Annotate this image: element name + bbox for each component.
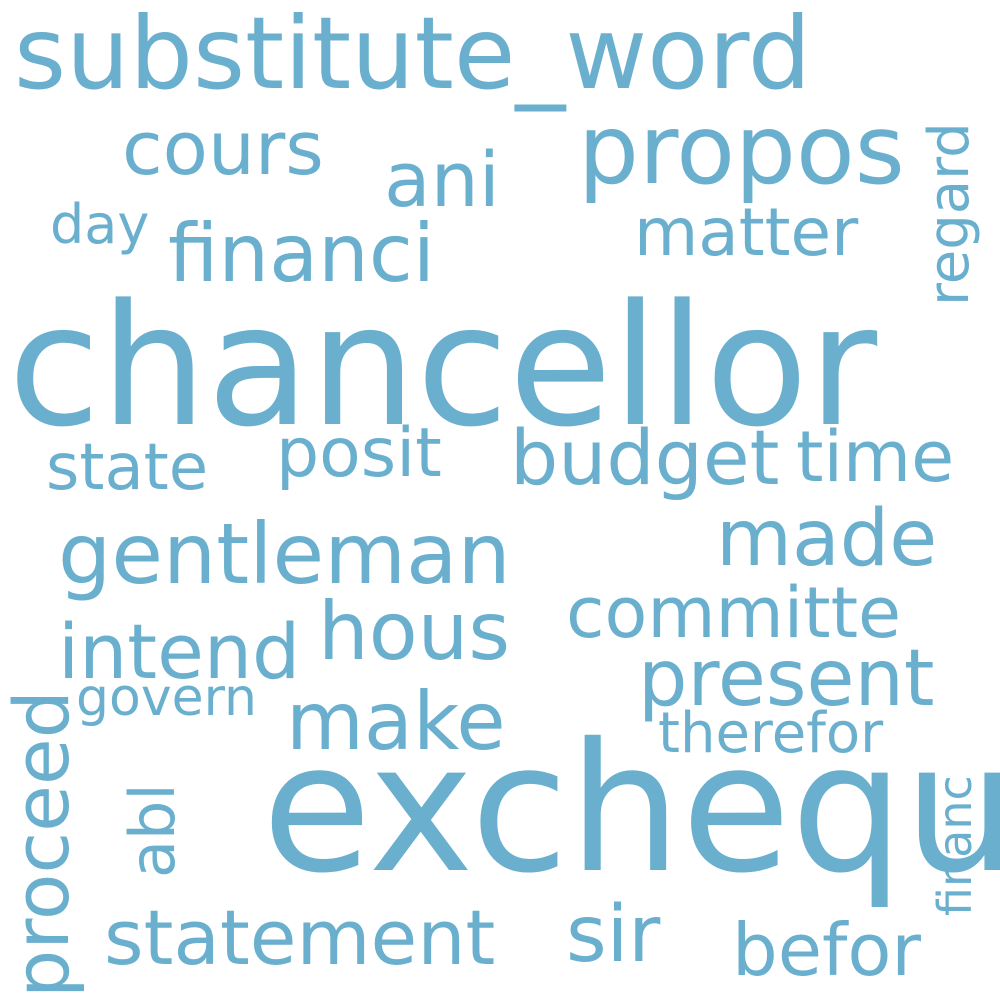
word-day: day (50, 193, 150, 256)
word-posit: posit (276, 414, 442, 493)
word-regard: regard (917, 122, 982, 306)
word-state: state (46, 431, 209, 505)
word-propos: propos (578, 94, 905, 206)
word-cours: cours (122, 106, 324, 192)
word-intend: intend (58, 607, 301, 696)
word-hous: hous (318, 585, 511, 678)
word-statement: statement (104, 893, 496, 982)
word-proceed: proceed (0, 690, 86, 998)
word-financi: financi (168, 207, 436, 300)
word-exchequ: exchequ (262, 705, 1000, 912)
word-therefor: therefor (658, 701, 884, 766)
word-financ: financ (928, 775, 982, 916)
word-sir: sir (566, 890, 661, 980)
word-gentleman: gentleman (58, 505, 511, 603)
word-committe: committe (566, 572, 902, 654)
word-befor: befor (732, 908, 921, 992)
word-chancellor: chancellor (8, 268, 878, 464)
word-ani: ani (384, 135, 500, 224)
word-govern: govern (76, 668, 258, 728)
word-abl: abl (116, 783, 189, 878)
word-made: made (716, 494, 938, 584)
word-time: time (796, 416, 955, 498)
word-matter: matter (634, 194, 859, 271)
word-budget: budget (510, 413, 780, 502)
word-substitute-word: substitute_word (14, 0, 812, 112)
word-make: make (286, 675, 506, 768)
word-present: present (638, 634, 935, 724)
